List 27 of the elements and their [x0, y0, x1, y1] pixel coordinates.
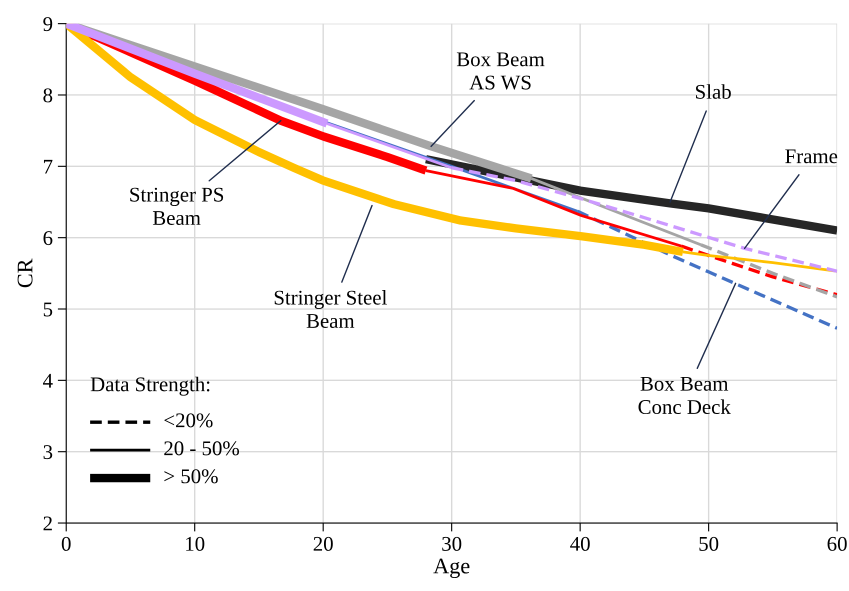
x-tick-label: 10 [186, 536, 204, 551]
y-tick-label: 7 [44, 160, 52, 174]
x-tick-label: 50 [699, 536, 718, 551]
y-tick-label: 6 [44, 231, 52, 246]
x-tick-label: 20 [314, 536, 333, 551]
x-tick-label: 0 [62, 536, 71, 551]
annotation: Box Beam Conc Deck [638, 376, 731, 414]
y-tick-label: 5 [44, 302, 52, 316]
annotation: > 50% [164, 469, 218, 484]
annotation: Stringer Steel Beam [274, 290, 387, 328]
x-axis-title: Age [433, 558, 470, 578]
annotation: 20 - 50% [164, 441, 240, 456]
annotation: Box Beam AS WS [456, 52, 544, 90]
x-tick-label: 30 [442, 536, 462, 551]
annotation: Data Strength: [90, 376, 210, 396]
y-tick-label: 4 [43, 374, 53, 388]
y-tick-label: 9 [43, 17, 52, 32]
x-tick-label: 60 [828, 536, 847, 551]
annotation: Stringer PS Beam [130, 188, 224, 225]
annotation: Slab [696, 84, 731, 99]
y-tick-label: 2 [44, 516, 52, 530]
x-tick-label: 40 [570, 536, 590, 551]
annotation: Frame [785, 149, 838, 164]
annotation: <20% [164, 413, 213, 428]
y-axis-title: CR [18, 258, 33, 288]
y-tick-label: 3 [44, 445, 52, 460]
y-tick-label: 8 [43, 88, 52, 102]
